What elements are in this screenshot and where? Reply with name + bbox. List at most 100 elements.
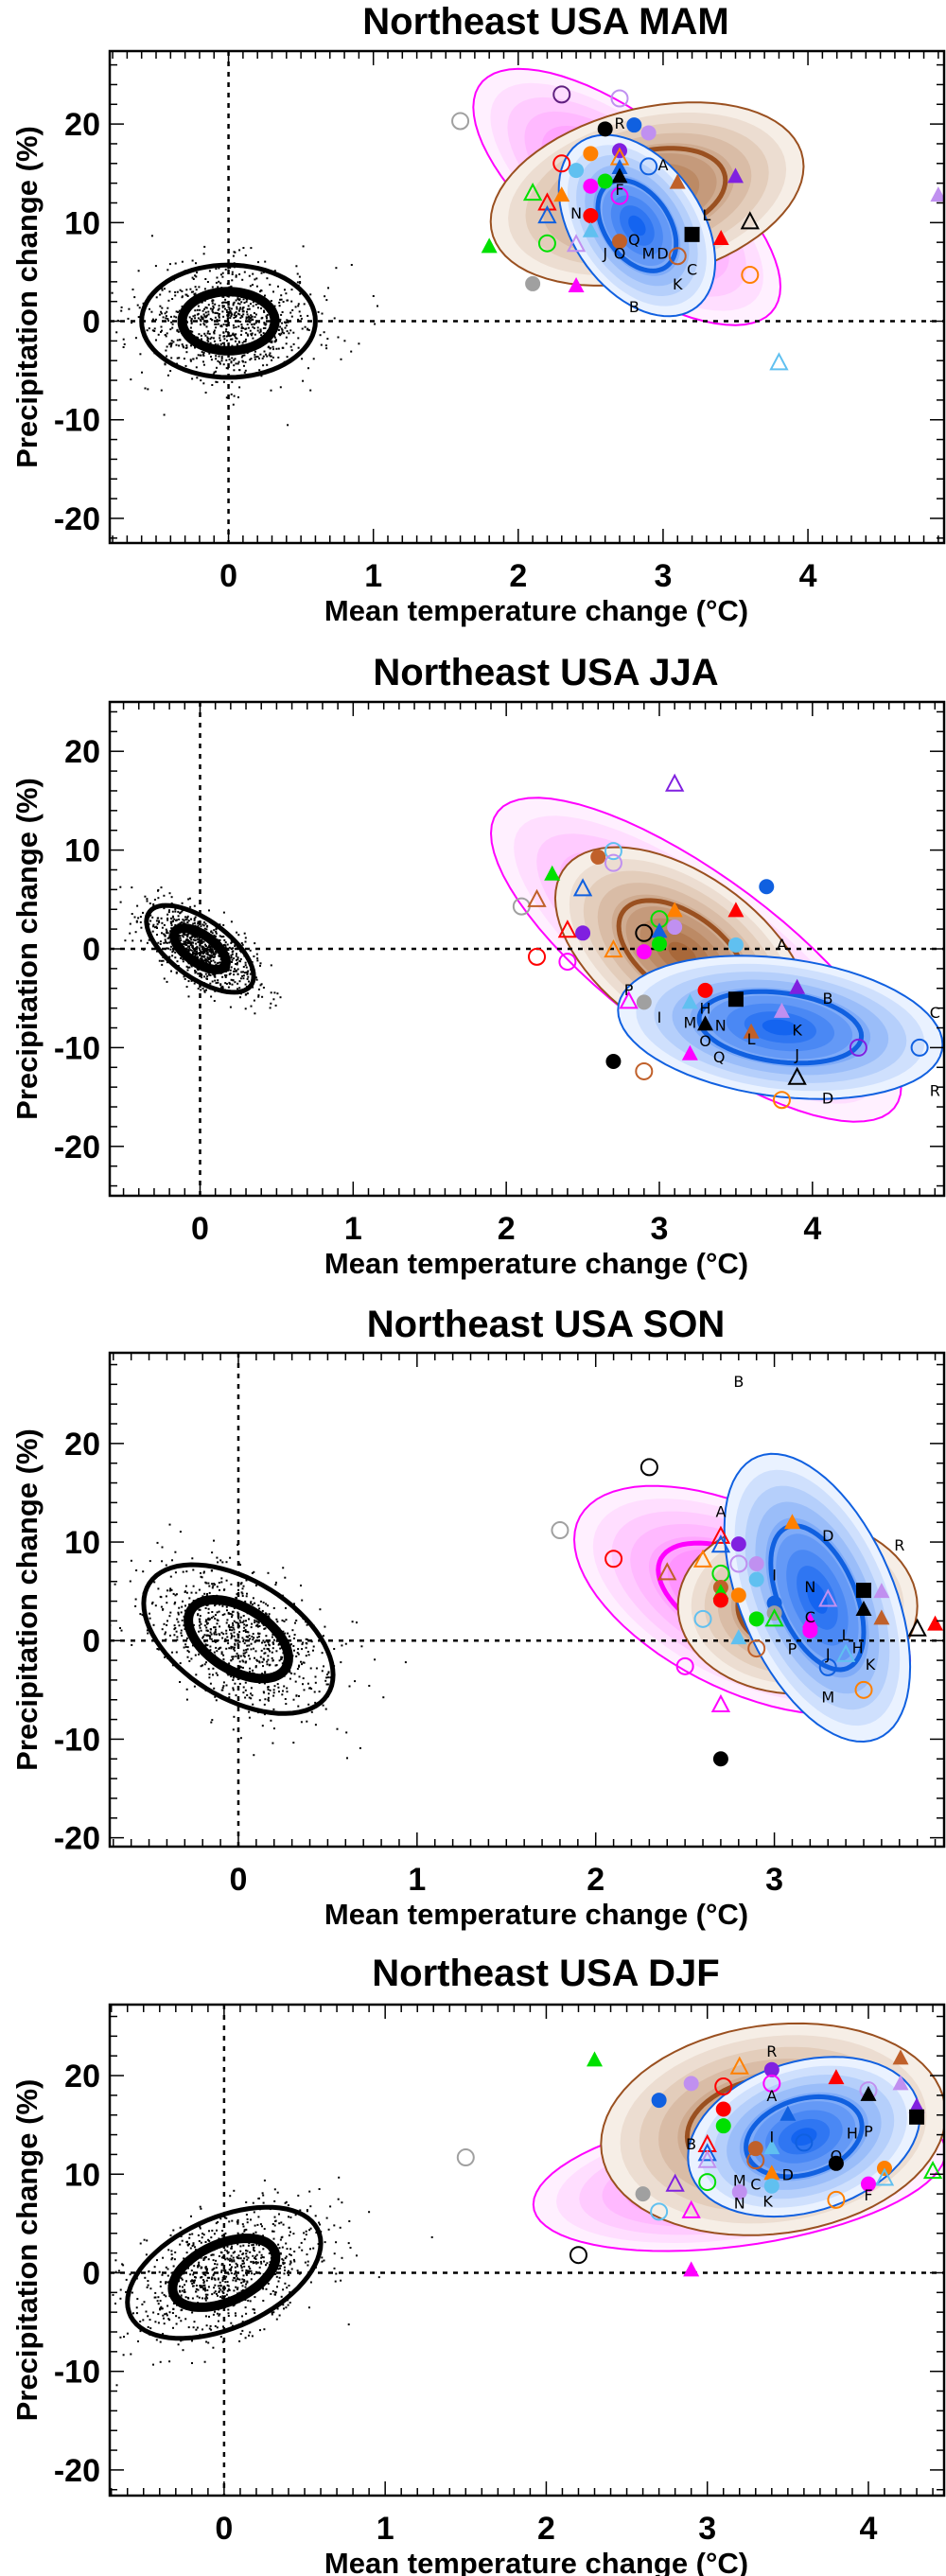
letter-marker: B xyxy=(823,990,833,1008)
noise-point xyxy=(296,272,299,275)
noise-point xyxy=(287,1632,289,1635)
noise-point xyxy=(321,1670,324,1673)
noise-point xyxy=(119,885,122,888)
noise-point xyxy=(253,326,255,329)
noise-point xyxy=(162,959,165,962)
noise-point xyxy=(211,309,214,312)
noise-point xyxy=(149,1612,150,1615)
noise-point xyxy=(201,973,203,976)
noise-point xyxy=(174,908,177,911)
noise-point xyxy=(304,2261,307,2264)
noise-point xyxy=(282,346,285,349)
noise-point xyxy=(188,1659,191,1662)
noise-point xyxy=(232,1676,235,1679)
noise-point xyxy=(203,288,206,290)
noise-point xyxy=(216,1650,219,1653)
noise-point xyxy=(235,1694,237,1697)
noise-ellipse-inner xyxy=(168,923,232,974)
noise-point xyxy=(232,947,235,950)
noise-point xyxy=(267,2283,270,2285)
noise-point xyxy=(209,956,212,959)
noise-point xyxy=(156,922,159,925)
noise-point xyxy=(271,340,273,342)
noise-point xyxy=(241,2285,244,2287)
noise-point xyxy=(256,326,259,329)
noise-point xyxy=(161,1560,164,1563)
noise-point xyxy=(255,285,258,288)
noise-point xyxy=(329,2205,332,2208)
noise-point xyxy=(288,2269,289,2272)
noise-point xyxy=(260,307,262,309)
noise-point xyxy=(171,915,174,918)
noise-point xyxy=(307,314,309,317)
noise-point xyxy=(122,346,125,348)
open-circle-marker xyxy=(827,2190,846,2209)
noise-point xyxy=(257,995,260,998)
noise-point xyxy=(281,2246,284,2249)
noise-point xyxy=(229,2195,232,2198)
noise-point xyxy=(176,919,178,921)
noise-point xyxy=(168,342,171,345)
noise-point xyxy=(273,2216,276,2218)
noise-point xyxy=(192,941,195,944)
noise-point xyxy=(144,2276,147,2279)
noise-point xyxy=(274,1664,277,1667)
noise-point xyxy=(245,2249,247,2252)
filled-circle-marker xyxy=(748,1555,764,1571)
noise-point xyxy=(161,2291,164,2294)
open-triangle-marker xyxy=(665,2173,685,2192)
noise-point xyxy=(221,295,224,298)
noise-point xyxy=(246,2280,249,2283)
noise-point xyxy=(167,911,170,914)
open-triangle-marker xyxy=(692,1549,713,1568)
letter-marker: H xyxy=(852,1639,864,1657)
noise-point xyxy=(251,1622,254,1625)
noise-point xyxy=(236,2265,238,2268)
noise-point xyxy=(306,1642,308,1645)
noise-point xyxy=(302,1661,305,1664)
noise-point xyxy=(161,1546,164,1549)
noise-point xyxy=(184,934,187,937)
noise-point xyxy=(216,1674,219,1676)
noise-point xyxy=(235,333,237,336)
noise-point xyxy=(240,329,243,332)
noise-point xyxy=(182,2286,184,2288)
noise-point xyxy=(244,254,247,256)
noise-point xyxy=(184,943,187,946)
noise-point xyxy=(190,320,193,323)
noise-point xyxy=(186,966,189,969)
noise-point xyxy=(261,1609,264,1612)
noise-point xyxy=(228,2269,231,2271)
noise-point xyxy=(286,299,289,302)
noise-point xyxy=(252,2201,254,2204)
filled-triangle-marker xyxy=(892,2049,909,2065)
noise-point xyxy=(212,973,215,976)
noise-point xyxy=(182,960,184,963)
noise-point xyxy=(232,324,235,326)
noise-point xyxy=(245,2252,248,2255)
noise-point xyxy=(280,2295,283,2298)
noise-point xyxy=(200,354,202,357)
noise-point xyxy=(245,1620,247,1622)
noise-point xyxy=(179,912,182,915)
noise-point xyxy=(159,2285,162,2287)
noise-point xyxy=(200,1572,201,1574)
noise-point xyxy=(161,926,164,929)
noise-point xyxy=(223,301,226,304)
noise-point xyxy=(220,2270,223,2273)
noise-point xyxy=(240,971,243,973)
noise-point xyxy=(282,1630,285,1633)
noise-point xyxy=(192,2285,194,2287)
noise-point xyxy=(206,1644,209,1647)
noise-point xyxy=(239,1655,242,1657)
internal-variability-cloud xyxy=(119,885,282,1015)
noise-point xyxy=(232,254,235,257)
noise-point xyxy=(215,930,218,933)
noise-point xyxy=(242,1585,245,1587)
noise-point xyxy=(195,262,197,265)
noise-point xyxy=(172,2307,175,2310)
noise-point xyxy=(191,276,194,279)
model-points xyxy=(512,773,929,1110)
noise-point xyxy=(220,2252,223,2254)
noise-point xyxy=(297,318,300,321)
